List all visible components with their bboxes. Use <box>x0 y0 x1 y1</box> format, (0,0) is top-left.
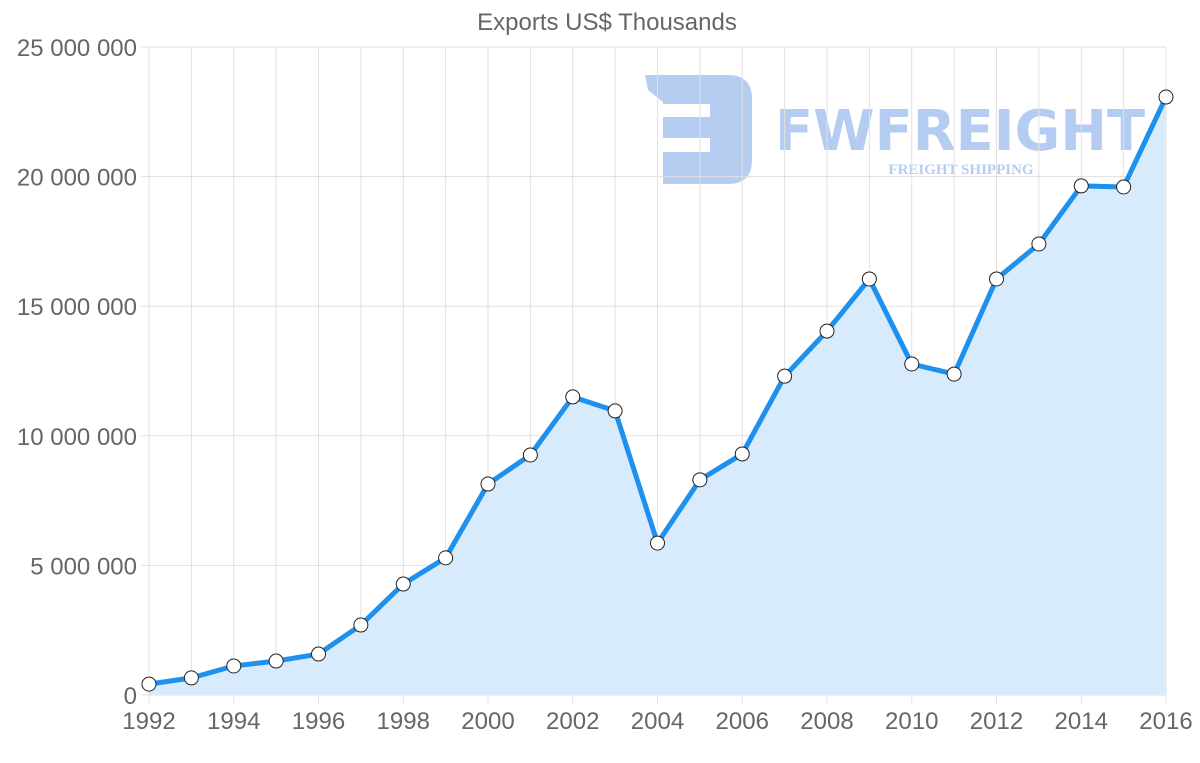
x-tick-label: 2016 <box>1139 708 1192 735</box>
x-tick-label: 1996 <box>292 708 345 735</box>
x-axis-ticks: 1992 1994 1996 1998 2000 2002 2004 2006 2008 2010… <box>122 708 1192 735</box>
data-point-marker <box>565 389 581 405</box>
area-path <box>149 97 1166 696</box>
data-point-marker <box>734 446 750 462</box>
data-point-marker <box>819 323 835 339</box>
data-point-marker <box>311 646 326 662</box>
data-point-marker <box>183 670 199 686</box>
data-point-marker <box>395 576 411 592</box>
data-points <box>141 89 1174 692</box>
data-point-marker <box>989 271 1004 287</box>
data-point-marker <box>1073 178 1089 194</box>
chart-title: Exports US$ Thousands <box>477 9 737 36</box>
watermark-tagline: FREIGHT SHIPPING <box>888 162 1033 178</box>
data-point-marker <box>650 535 665 551</box>
x-tick-label: 2002 <box>546 708 599 735</box>
y-tick-label: 15 000 000 <box>17 294 137 321</box>
data-point-marker <box>1158 89 1174 105</box>
x-tick-label: 2014 <box>1055 708 1108 735</box>
watermark-brand: FWFREIGHT <box>775 99 1145 164</box>
x-tick-label: 2004 <box>631 708 684 735</box>
data-point-marker <box>141 676 157 692</box>
fwfreight-logo-icon <box>645 75 752 184</box>
x-tick-label: 1994 <box>207 708 260 735</box>
x-tick-label: 1998 <box>377 708 430 735</box>
data-point-marker <box>522 447 538 463</box>
data-point-marker <box>353 617 369 633</box>
data-point-marker <box>946 366 962 382</box>
y-tick-label: 0 <box>124 683 137 710</box>
x-tick-label: 2006 <box>716 708 769 735</box>
y-tick-label: 25 000 000 <box>17 35 137 62</box>
y-tick-label: 20 000 000 <box>17 165 137 192</box>
data-point-marker <box>438 550 454 566</box>
data-point-marker <box>226 658 242 674</box>
area-fill <box>149 97 1166 696</box>
x-tick-label: 2000 <box>461 708 514 735</box>
y-tick-label: 10 000 000 <box>17 424 137 451</box>
data-point-marker <box>904 356 920 372</box>
x-tick-label: 2012 <box>970 708 1023 735</box>
data-point-marker <box>1116 179 1132 195</box>
data-point-marker <box>861 271 877 287</box>
data-point-marker <box>268 653 284 669</box>
x-tick-label: 1992 <box>122 708 175 735</box>
x-tick-label: 2010 <box>885 708 938 735</box>
data-point-marker <box>692 472 708 488</box>
fwfreight-watermark: FWFREIGHT FREIGHT SHIPPING <box>645 75 1145 184</box>
data-point-marker <box>1031 236 1047 252</box>
y-tick-label: 5 000 000 <box>30 553 137 580</box>
x-tick-label: 2008 <box>800 708 853 735</box>
data-point-marker <box>777 368 793 384</box>
data-point-marker <box>607 403 623 419</box>
y-axis-ticks: 0 5 000 000 10 000 000 15 000 000 20 000 000… <box>17 35 137 710</box>
data-point-marker <box>480 476 496 492</box>
